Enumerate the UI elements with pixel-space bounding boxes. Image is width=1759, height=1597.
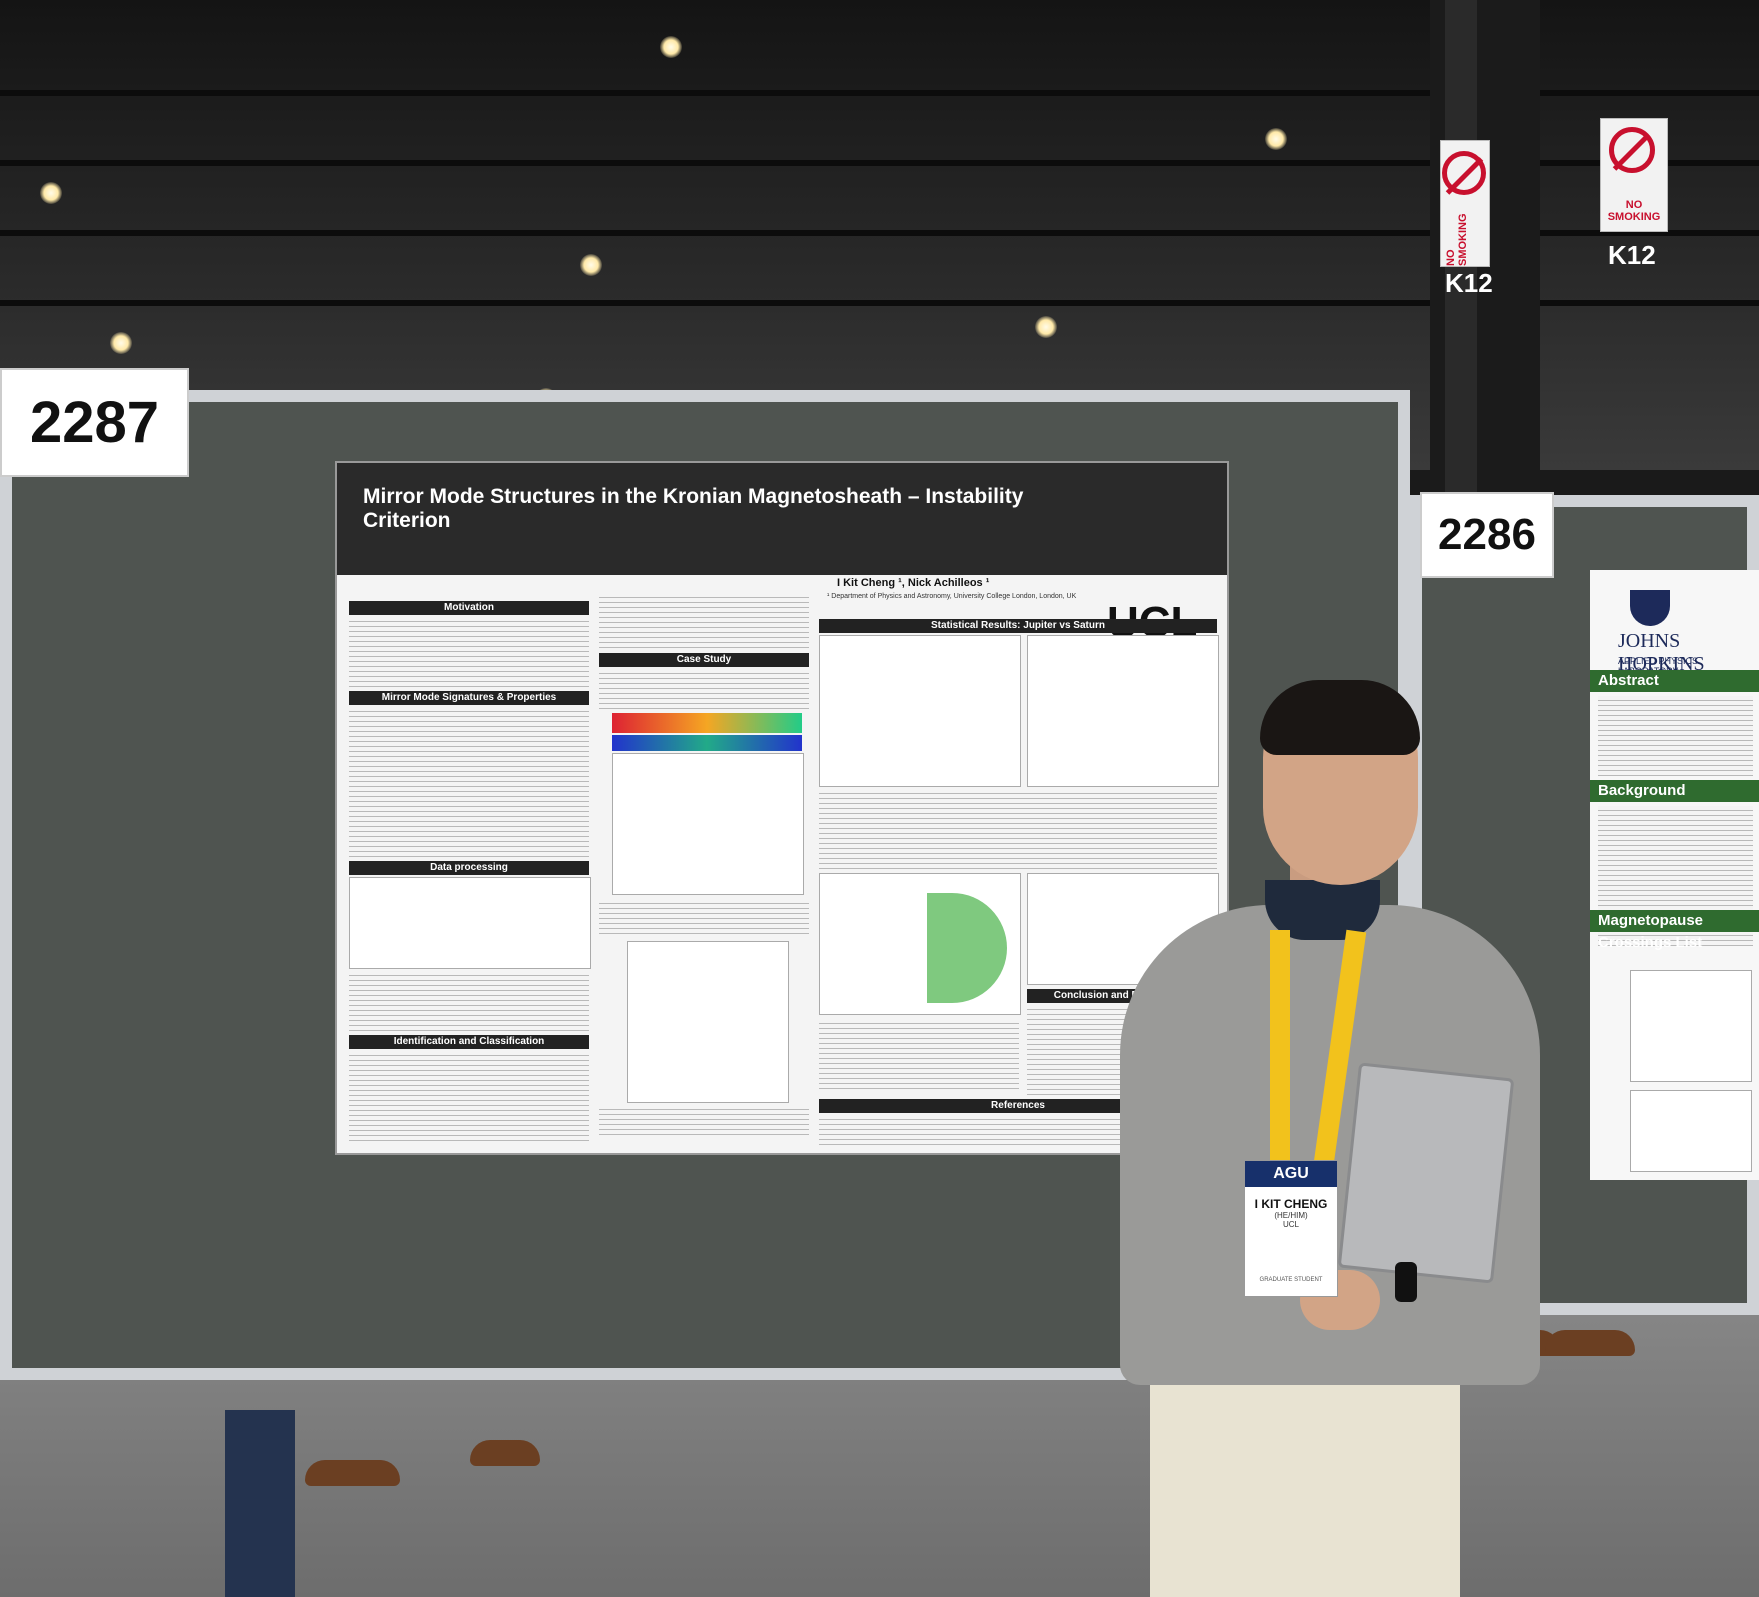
name-badge: AGU I KIT CHENG (HE/HIM) UCL GRADUATE ST… bbox=[1244, 1160, 1338, 1297]
visitor-shoe bbox=[470, 1440, 540, 1466]
ceiling-light bbox=[1035, 316, 1057, 338]
text-block bbox=[599, 899, 809, 935]
badge-affiliation: UCL bbox=[1282, 1220, 1299, 1229]
laptop bbox=[1337, 1062, 1515, 1284]
poster-header: Mirror Mode Structures in the Kronian Ma… bbox=[337, 463, 1227, 575]
ceiling-light bbox=[580, 254, 602, 276]
badge-role: GRADUATE STUDENT bbox=[1259, 1277, 1323, 1283]
poster-authors: I Kit Cheng ¹, Nick Achilleos ¹ bbox=[837, 577, 990, 589]
text-block bbox=[599, 669, 809, 709]
section-heading: Case Study bbox=[599, 653, 809, 667]
visitor-legs bbox=[225, 1410, 295, 1597]
section-heading: Magnetopause Crossings List bbox=[1590, 910, 1759, 951]
ceiling-light bbox=[110, 332, 132, 354]
text-block bbox=[349, 617, 589, 687]
presenter-trousers bbox=[1150, 1360, 1460, 1597]
visitor-shoe bbox=[1545, 1330, 1635, 1356]
badge-brand: AGU bbox=[1245, 1161, 1337, 1187]
text-block bbox=[349, 971, 589, 1031]
spectrogram-panel bbox=[612, 713, 802, 733]
section-heading: Background bbox=[1590, 780, 1759, 802]
section-heading: Motivation bbox=[349, 601, 589, 615]
booth-number-sign: 2287 bbox=[0, 368, 189, 477]
results-figure bbox=[819, 635, 1021, 787]
no-smoking-sign: NO SMOKING bbox=[1440, 140, 1490, 267]
section-heading: Identification and Classification bbox=[349, 1035, 589, 1049]
section-heading: References bbox=[819, 1099, 1217, 1113]
smartwatch bbox=[1395, 1262, 1417, 1302]
badge-name: I KIT CHENG bbox=[1254, 1197, 1328, 1211]
badge-pronouns: (HE/HIM) bbox=[1274, 1211, 1308, 1220]
text-block bbox=[349, 707, 589, 857]
case-study-figure bbox=[612, 753, 804, 895]
figure bbox=[349, 877, 591, 969]
section-heading: Abstract bbox=[1590, 670, 1759, 692]
text-block bbox=[819, 789, 1217, 869]
booth-number-sign: 2286 bbox=[1420, 492, 1554, 578]
ceiling-light bbox=[40, 182, 62, 204]
sign-text: NO SMOKING bbox=[1445, 213, 1469, 266]
grid-label: K12 bbox=[1608, 240, 1656, 270]
grid-label: K12 bbox=[1445, 268, 1493, 298]
results-figure bbox=[1027, 635, 1219, 787]
research-poster: Mirror Mode Structures in the Kronian Ma… bbox=[337, 463, 1227, 1153]
text-block bbox=[599, 593, 809, 648]
lanyard bbox=[1270, 930, 1290, 1165]
text-block bbox=[349, 1051, 589, 1141]
institution-name: JOHNS HOPKINS bbox=[1618, 630, 1705, 675]
shield-icon bbox=[1630, 590, 1670, 626]
text-block bbox=[599, 1105, 809, 1137]
poster-title: Mirror Mode Structures in the Kronian Ma… bbox=[363, 485, 1024, 532]
text-block bbox=[819, 1019, 1019, 1089]
section-heading: Data processing bbox=[349, 861, 589, 875]
case-study-figure bbox=[627, 941, 789, 1103]
figure bbox=[1630, 1090, 1752, 1172]
text-block bbox=[1598, 696, 1753, 776]
neighbor-poster: JOHNS HOPKINS APPLIED PHYSICS LABORATORY… bbox=[1590, 570, 1759, 1180]
ceiling-light bbox=[1265, 128, 1287, 150]
spectrogram-panel bbox=[612, 735, 802, 751]
presenter-hair bbox=[1260, 680, 1420, 755]
section-heading: Mirror Mode Signatures & Properties bbox=[349, 691, 589, 705]
no-smoking-sign: NO SMOKING bbox=[1600, 118, 1668, 232]
no-smoking-icon bbox=[1442, 151, 1486, 195]
section-heading: Statistical Results: Jupiter vs Saturn bbox=[819, 619, 1217, 633]
sign-text: NO SMOKING bbox=[1607, 199, 1661, 223]
ceiling-light bbox=[660, 36, 682, 58]
visitor-shoe bbox=[305, 1460, 400, 1486]
figure bbox=[1630, 970, 1752, 1082]
no-smoking-icon bbox=[1609, 127, 1655, 173]
poster-affiliation: ¹ Department of Physics and Astronomy, U… bbox=[827, 593, 1077, 600]
